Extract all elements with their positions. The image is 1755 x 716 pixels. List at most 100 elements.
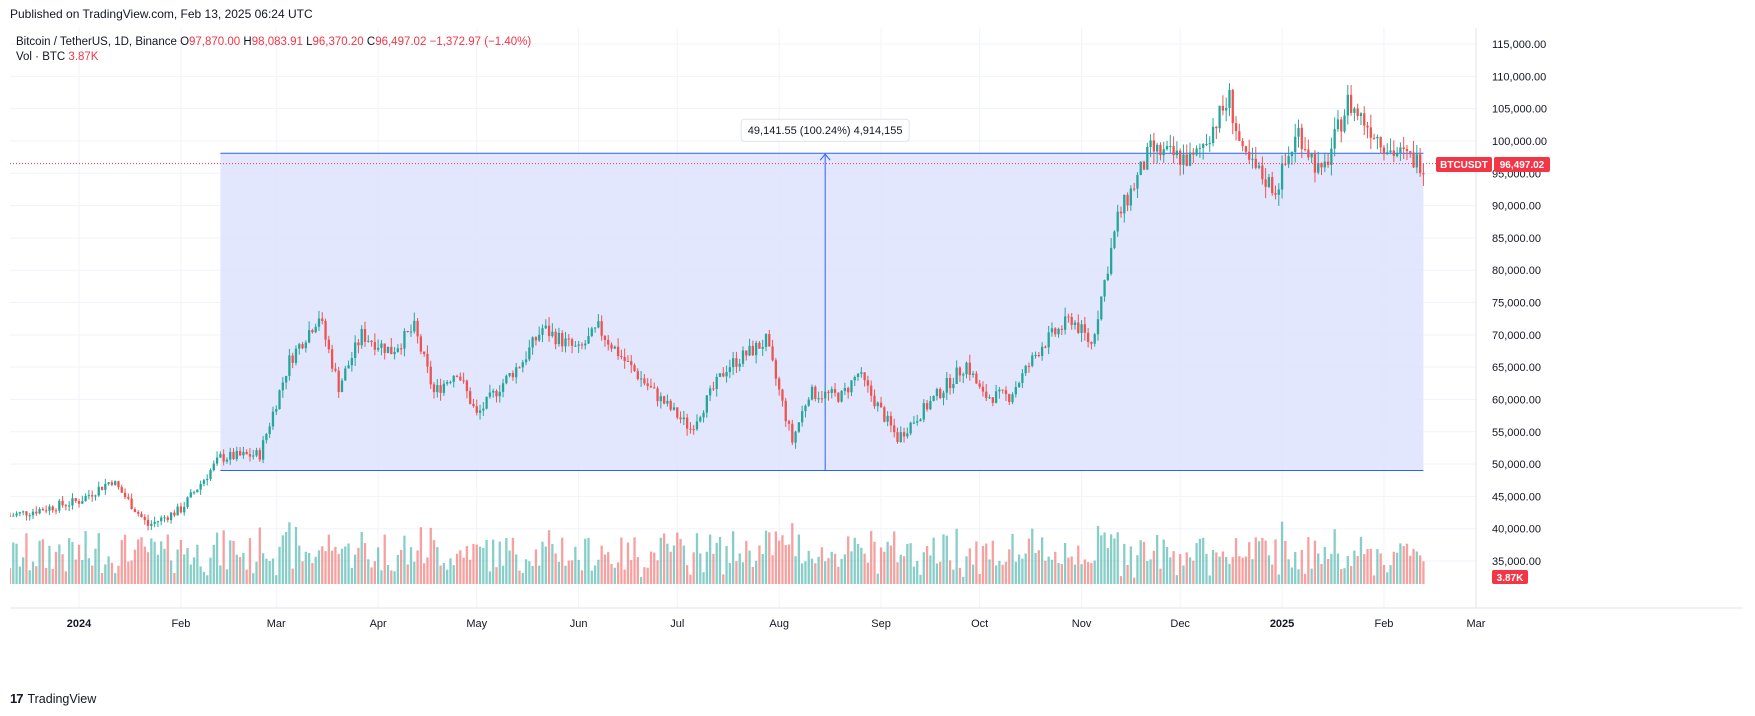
candle-body — [731, 358, 735, 368]
volume-bar — [886, 541, 889, 584]
candle-body — [48, 506, 51, 511]
candle-body — [202, 480, 206, 484]
volume-bar — [1014, 561, 1017, 584]
volume-bar — [488, 571, 492, 584]
volume-bar — [692, 552, 695, 584]
volume-bar — [1004, 561, 1008, 584]
price-range-measure[interactable]: 49,141.55 (100.24%) 4,914,155 — [220, 118, 1424, 472]
candle-body — [1409, 151, 1412, 153]
candle-body — [824, 391, 827, 399]
time-axis[interactable]: 2024 Feb Mar Apr May Jun Jul Aug Sep Oct Nov Dec 202… — [67, 618, 1486, 630]
volume-bar — [317, 550, 321, 584]
candle-body — [666, 400, 669, 404]
volume-bar — [952, 569, 955, 584]
candle-body — [791, 423, 794, 443]
volume-bar — [715, 542, 718, 584]
candle-body — [133, 509, 137, 513]
volume-bar — [962, 576, 965, 584]
candle-body — [685, 417, 689, 429]
candle-body — [508, 372, 511, 376]
candle-body — [656, 388, 659, 402]
volume-bar — [774, 531, 778, 584]
candle-body — [1139, 161, 1142, 175]
volume-bar — [784, 545, 787, 584]
footer-brand[interactable]: TradingView — [27, 691, 97, 706]
volume-bar — [656, 560, 659, 584]
volume-bar — [1415, 551, 1418, 584]
volume-bar — [833, 553, 837, 584]
tradingview-logo-icon[interactable]: 17 — [10, 691, 24, 706]
candle-body — [173, 512, 176, 516]
volume-bar — [754, 560, 758, 584]
candle-body — [1014, 387, 1017, 395]
candle-body — [1267, 177, 1271, 187]
volume-bar — [1346, 556, 1349, 584]
price-axis[interactable]: 115,000.00 110,000.00 105,000.00 100,000.00… — [1492, 39, 1547, 568]
volume-bar — [669, 551, 672, 584]
candle-body — [1024, 365, 1027, 374]
volume-bar — [695, 533, 699, 584]
candle-body — [945, 378, 948, 393]
candle-body — [1271, 177, 1274, 194]
volume-bar — [1251, 559, 1254, 584]
candle-body — [1225, 107, 1228, 111]
volume-bar — [843, 554, 847, 584]
candle-body — [1363, 113, 1366, 126]
candle-body — [1238, 131, 1241, 141]
volume-bar — [281, 535, 284, 584]
candle-body — [225, 459, 229, 462]
volume-bar — [968, 548, 971, 584]
volume-bar — [804, 561, 807, 584]
volume-bar — [1123, 543, 1126, 584]
candle-body — [830, 389, 833, 393]
candle-body — [968, 362, 971, 375]
volume-bar — [567, 560, 570, 584]
volume-bar — [965, 556, 968, 584]
symbol-title[interactable]: Bitcoin / TetherUS, 1D, Binance — [16, 36, 177, 48]
candle-body — [551, 331, 554, 337]
candle-body — [570, 339, 574, 346]
volume-bar — [761, 553, 764, 584]
volume-bar — [232, 540, 235, 584]
candle-body — [1244, 146, 1248, 152]
candle-body — [150, 523, 153, 526]
candle-body — [1100, 296, 1103, 320]
volume-bar — [1326, 558, 1330, 584]
volume-bar — [1418, 555, 1422, 584]
candle-body — [1323, 161, 1326, 168]
volume-bar — [1142, 541, 1146, 584]
candle-body — [738, 363, 741, 367]
chart-area[interactable]: 49,141.55 (100.24%) 4,914,155 115,000.00… — [8, 28, 1743, 689]
candle-body — [896, 432, 899, 443]
candle-body — [916, 421, 919, 423]
candle-body — [1359, 113, 1363, 117]
volume-bar — [764, 530, 768, 584]
volume-bar — [413, 561, 416, 584]
candle-body — [1257, 165, 1261, 168]
candle-body — [179, 506, 183, 513]
volume-bar — [1238, 556, 1241, 584]
candle-body — [1343, 115, 1346, 132]
candle-body — [206, 478, 209, 481]
candle-body — [902, 432, 906, 437]
volume-bar — [817, 556, 820, 584]
volume-bar — [1077, 545, 1080, 584]
candle-body — [347, 365, 350, 369]
volume-bar — [77, 544, 81, 584]
time-tick-label: Sep — [871, 618, 891, 630]
volume-bar — [725, 545, 728, 584]
candlestick-chart[interactable]: 49,141.55 (100.24%) 4,914,155 115,000.00… — [8, 28, 1743, 689]
candle-body — [669, 400, 672, 410]
volume-bar — [801, 563, 804, 584]
volume-bar — [574, 546, 577, 584]
candle-body — [1241, 140, 1244, 147]
candle-body — [557, 332, 561, 345]
volume-bar — [127, 561, 130, 584]
candle-body — [376, 347, 380, 350]
volume-bar — [1340, 569, 1343, 584]
volume-label[interactable]: Vol · BTC — [16, 51, 66, 63]
candle-body — [291, 355, 294, 363]
volume-bar — [1021, 558, 1024, 584]
candle-body — [1376, 136, 1379, 139]
volume-bar — [1310, 568, 1313, 584]
